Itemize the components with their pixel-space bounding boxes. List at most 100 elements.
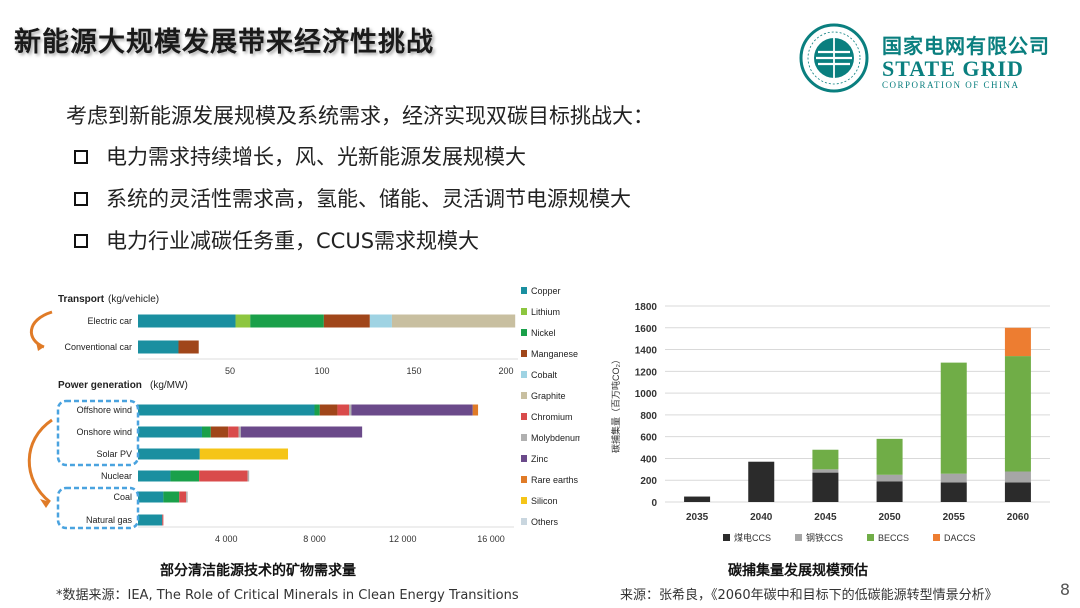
stacked-bar-segment [876, 474, 903, 482]
stacked-bar-segment [684, 496, 711, 502]
right-chart-source: 来源：张希良，《2060年碳中和目标下的低碳能源转型情景分析》 [620, 588, 998, 603]
y-tick-label: 1000 [635, 389, 658, 400]
tick-label: 8 000 [303, 534, 326, 544]
state-grid-emblem-icon [799, 23, 869, 93]
bar-segment [323, 314, 370, 328]
bar-segment [349, 404, 352, 416]
left-chart-source: *数据来源：IEA, The Role of Critical Minerals… [56, 588, 519, 603]
stacked-bar-segment [1004, 327, 1031, 357]
x-tick-label: 2055 [943, 512, 966, 523]
stacked-bar-segment [1004, 356, 1031, 472]
row-label: Natural gas [86, 515, 133, 525]
logo-subtitle: CORPORATION OF CHINA [882, 80, 1020, 90]
stacked-bar-segment [876, 481, 903, 502]
x-tick-label: 2060 [1007, 512, 1030, 523]
legend-label: Molybdenum [531, 433, 580, 443]
legend-label: 煤电CCS [734, 532, 771, 543]
y-tick-label: 1600 [635, 324, 658, 335]
y-tick-label: 1400 [635, 346, 658, 357]
bar-segment [199, 470, 248, 482]
bar-segment [351, 404, 473, 416]
bar-segment [138, 491, 164, 503]
bar-segment [138, 314, 236, 328]
tick-label: 200 [498, 366, 513, 376]
legend-swatch [723, 534, 730, 541]
arrow-head-icon [40, 499, 50, 508]
legend-swatch [521, 371, 527, 378]
left-chart-caption: 部分清洁能源技术的矿物需求量 [160, 563, 356, 579]
bar-segment [235, 314, 251, 328]
legend-swatch [521, 350, 527, 357]
bar-segment [179, 491, 187, 503]
legend-label: Nickel [531, 328, 556, 338]
tick-label: 150 [406, 366, 421, 376]
bullet-text: 电力行业减碳任务重，CCUS需求规模大 [106, 229, 480, 253]
legend-label: Zinc [531, 454, 549, 464]
tick-label: 100 [314, 366, 329, 376]
stacked-bar-segment [812, 472, 839, 502]
x-tick-label: 2035 [686, 512, 709, 523]
bullet-item: 电力需求持续增长，风、光新能源发展规模大 [72, 142, 631, 184]
bar-segment [238, 426, 241, 438]
bar-segment [170, 470, 200, 482]
carbon-capture-chart: 0 200 400 600 800 1000 1200 1400 1600 1800 碳捕集量（百万… [610, 302, 1050, 543]
panel-unit: (kg/vehicle) [108, 294, 159, 305]
row-label: Nuclear [101, 471, 132, 481]
legend-label: Lithium [531, 307, 560, 317]
y-tick-label: 600 [640, 433, 657, 444]
bar-segment [138, 340, 179, 354]
legend-label: Graphite [531, 391, 566, 401]
bar-segment [138, 426, 202, 438]
bar-segment [138, 514, 163, 526]
bullet-item: 电力行业减碳任务重，CCUS需求规模大 [72, 226, 631, 268]
wind-solar-highlight [56, 399, 140, 467]
y-tick-label: 200 [640, 476, 657, 487]
stacked-bar-segment [940, 473, 967, 483]
bar-segment [138, 448, 200, 460]
bar-segment [247, 470, 250, 482]
bar-segment [186, 491, 188, 503]
legend-swatch [521, 497, 527, 504]
tick-label: 50 [225, 366, 235, 376]
legend-swatch [521, 329, 527, 336]
row-label: Conventional car [64, 342, 132, 352]
legend-swatch [521, 287, 527, 294]
y-tick-label: 1200 [635, 367, 658, 378]
stacked-bar-segment [940, 482, 967, 502]
logo-english-name: STATE GRID [882, 56, 1024, 81]
bar-segment [314, 404, 320, 416]
bar-segment [138, 404, 315, 416]
bar-segment [228, 426, 239, 438]
checkbox-square-icon [74, 234, 88, 248]
page-number: 8 [1059, 580, 1070, 599]
y-tick-label: 0 [651, 498, 657, 509]
row-label: Solar PV [96, 449, 132, 459]
tick-label: 4 000 [215, 534, 238, 544]
legend-label: Copper [531, 286, 561, 296]
y-axis-label: 碳捕集量（百万吨CO₂） [610, 355, 621, 453]
legend-label: BECCS [878, 533, 909, 543]
bar-segment [162, 514, 164, 526]
bar-segment [337, 404, 350, 416]
legend-swatch [521, 518, 527, 525]
legend-swatch [521, 413, 527, 420]
intro-text: 考虑到新能源发展规模及系统需求，经济实现双碳目标挑战大： [66, 104, 654, 128]
bar-segment [319, 404, 338, 416]
checkbox-square-icon [74, 192, 88, 206]
stacked-bar-segment [940, 362, 967, 474]
row-label: Coal [113, 492, 132, 502]
panel-title: Power generation [58, 380, 142, 391]
bar-segment [178, 340, 199, 354]
x-tick-label: 2050 [878, 512, 901, 523]
legend-label: Chromium [531, 412, 573, 422]
bar-segment [240, 426, 363, 438]
row-label: Offshore wind [77, 405, 132, 415]
fossil-highlight [56, 486, 140, 530]
right-chart-caption: 碳捕集量发展规模预估 [728, 563, 868, 579]
legend-label: Others [531, 517, 559, 527]
y-tick-label: 800 [640, 411, 657, 422]
bullet-item: 系统的灵活性需求高，氢能、储能、灵活调节电源规模大 [72, 184, 631, 226]
y-tick-label: 1800 [635, 302, 658, 313]
stacked-bar-segment [876, 438, 903, 475]
bar-segment [250, 314, 324, 328]
